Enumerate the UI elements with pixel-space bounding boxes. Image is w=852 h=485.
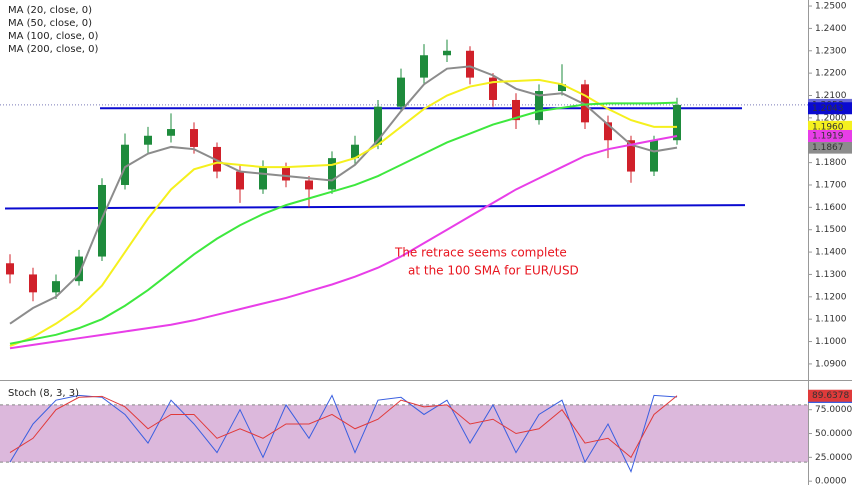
y-tick-label: 1.1600 [815,203,847,213]
legend-entry: MA (50, close, 0) [8,18,92,29]
candle-body [466,50,474,78]
candle-body [144,135,152,145]
stoch-line [9,395,678,459]
candle-body [52,281,60,293]
legend-entry: MA (20, close, 0) [8,5,92,16]
price-tag [808,102,852,115]
y-tick-label: 75.0000 [815,405,852,415]
annotation: at the 100 SMA for EUR/USD [408,264,579,278]
legend-entry: MA (100, close, 0) [8,31,98,42]
candle-body [627,140,635,172]
y-tick-label: 1.2100 [815,91,847,101]
candle-body [535,91,543,121]
candle-body [443,50,451,56]
candle-body [282,167,290,181]
candle-body [259,167,267,190]
candle-body [650,140,658,172]
legend-entry: MA (200, close, 0) [8,44,98,55]
y-tick-label: 50.0000 [815,429,852,439]
price-tag-label: 1.1867 [812,143,844,153]
support-line [4,204,746,210]
y-tick-label: 25.0000 [815,453,852,463]
candle-body [512,99,520,121]
price-tag [808,141,852,154]
y-tick-label: 1.1000 [815,337,847,347]
candle-body [581,84,589,123]
y-tick-label: 1.1200 [815,292,847,302]
y-tick-label: 1.1700 [815,180,847,190]
candle-body [213,146,221,172]
candle-body [351,144,359,159]
candle-body [305,180,313,190]
y-tick-label: 1.1300 [815,270,847,280]
candle-body [236,171,244,190]
price-tag-label: 89.6378 [812,391,849,401]
y-tick-label: 1.2000 [815,113,847,123]
moving-average [9,78,677,347]
price-tag-label: 1.1919 [812,131,844,141]
candle-body [75,256,83,282]
candle-body [328,158,336,190]
price-tag [808,389,852,402]
candle-body [190,129,198,147]
candle-body [29,274,37,293]
price-tag [808,120,852,133]
annotation: The retrace seems complete [394,246,567,260]
candle-body [397,77,405,107]
y-tick-label: 1.1100 [815,315,847,325]
stoch-title: Stoch (8, 3, 3) [8,388,79,399]
y-tick-label: 1.0900 [815,359,847,369]
candle-body [167,129,175,136]
candle-body [420,55,428,78]
y-tick-label: 1.2500 [815,2,847,12]
candle-body [121,144,129,185]
candle-body [6,263,14,275]
y-tick-label: 1.1400 [815,248,847,258]
price-tag-label: 1.1960 [812,122,844,132]
moving-average [9,135,678,350]
y-tick-label: 1.1500 [815,225,847,235]
y-tick-label: 0.0000 [815,477,847,485]
y-tick-label: 1.1800 [815,158,847,168]
candle-body [489,77,497,100]
candle-body [374,106,382,145]
y-tick-label: 1.2400 [815,24,847,34]
stoch-band [0,404,808,463]
candle-body [604,122,612,141]
candle-body [558,84,566,92]
moving-average [9,101,678,345]
y-tick-label: 1.2200 [815,69,847,79]
price-tag [808,129,852,142]
y-tick-label: 1.2300 [815,46,847,56]
stoch-line [9,394,678,474]
price-tag-label: 1.2043 [812,104,844,114]
candle-body [673,104,681,141]
moving-average [9,65,678,325]
